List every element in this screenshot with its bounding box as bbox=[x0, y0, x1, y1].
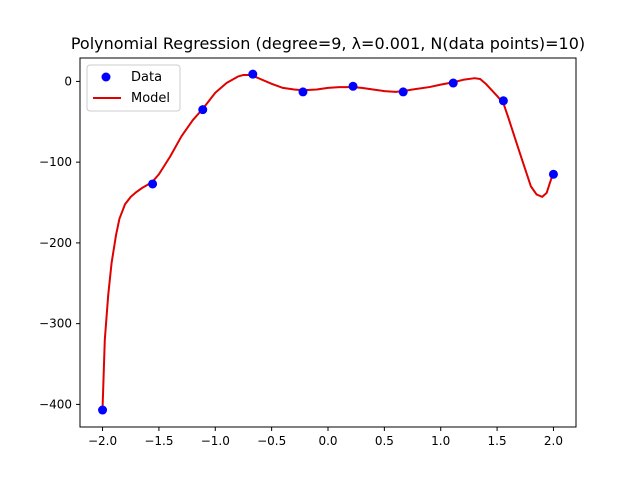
data-point bbox=[148, 179, 158, 189]
data-point bbox=[248, 69, 258, 79]
y-tick-label: −200 bbox=[39, 236, 72, 250]
x-tick-label: −0.5 bbox=[257, 434, 286, 448]
y-axis: 0 −100 −200 −300 −400 bbox=[39, 74, 80, 411]
legend-data-marker bbox=[101, 72, 111, 82]
x-tick-label: 2.0 bbox=[544, 434, 563, 448]
y-tick-label: 0 bbox=[64, 74, 72, 88]
legend-label-model: Model bbox=[131, 91, 170, 106]
x-tick-label: 0.5 bbox=[375, 434, 394, 448]
x-axis: −2.0 −1.5 −1.0 −0.5 0.0 0.5 1.0 1.5 2.0 bbox=[88, 427, 563, 448]
data-point bbox=[98, 405, 108, 415]
legend: Data Model bbox=[86, 64, 181, 112]
y-tick-label: −300 bbox=[39, 317, 72, 331]
data-point bbox=[448, 78, 458, 88]
legend-label-data: Data bbox=[131, 70, 162, 85]
y-tick-label: −100 bbox=[39, 155, 72, 169]
data-point bbox=[548, 169, 558, 179]
x-tick-label: −2.0 bbox=[88, 434, 117, 448]
x-tick-label: 0.0 bbox=[318, 434, 337, 448]
data-point bbox=[298, 87, 308, 97]
data-point bbox=[398, 87, 408, 97]
x-tick-label: −1.5 bbox=[144, 434, 173, 448]
data-point bbox=[348, 81, 358, 91]
x-tick-label: 1.0 bbox=[431, 434, 450, 448]
y-tick-label: −400 bbox=[39, 397, 72, 411]
data-point bbox=[198, 105, 208, 115]
x-tick-label: −1.0 bbox=[201, 434, 230, 448]
x-tick-label: 1.5 bbox=[488, 434, 507, 448]
plot-marks bbox=[98, 69, 558, 415]
data-point bbox=[498, 96, 508, 106]
chart-title: Polynomial Regression (degree=9, λ=0.001… bbox=[71, 34, 585, 53]
